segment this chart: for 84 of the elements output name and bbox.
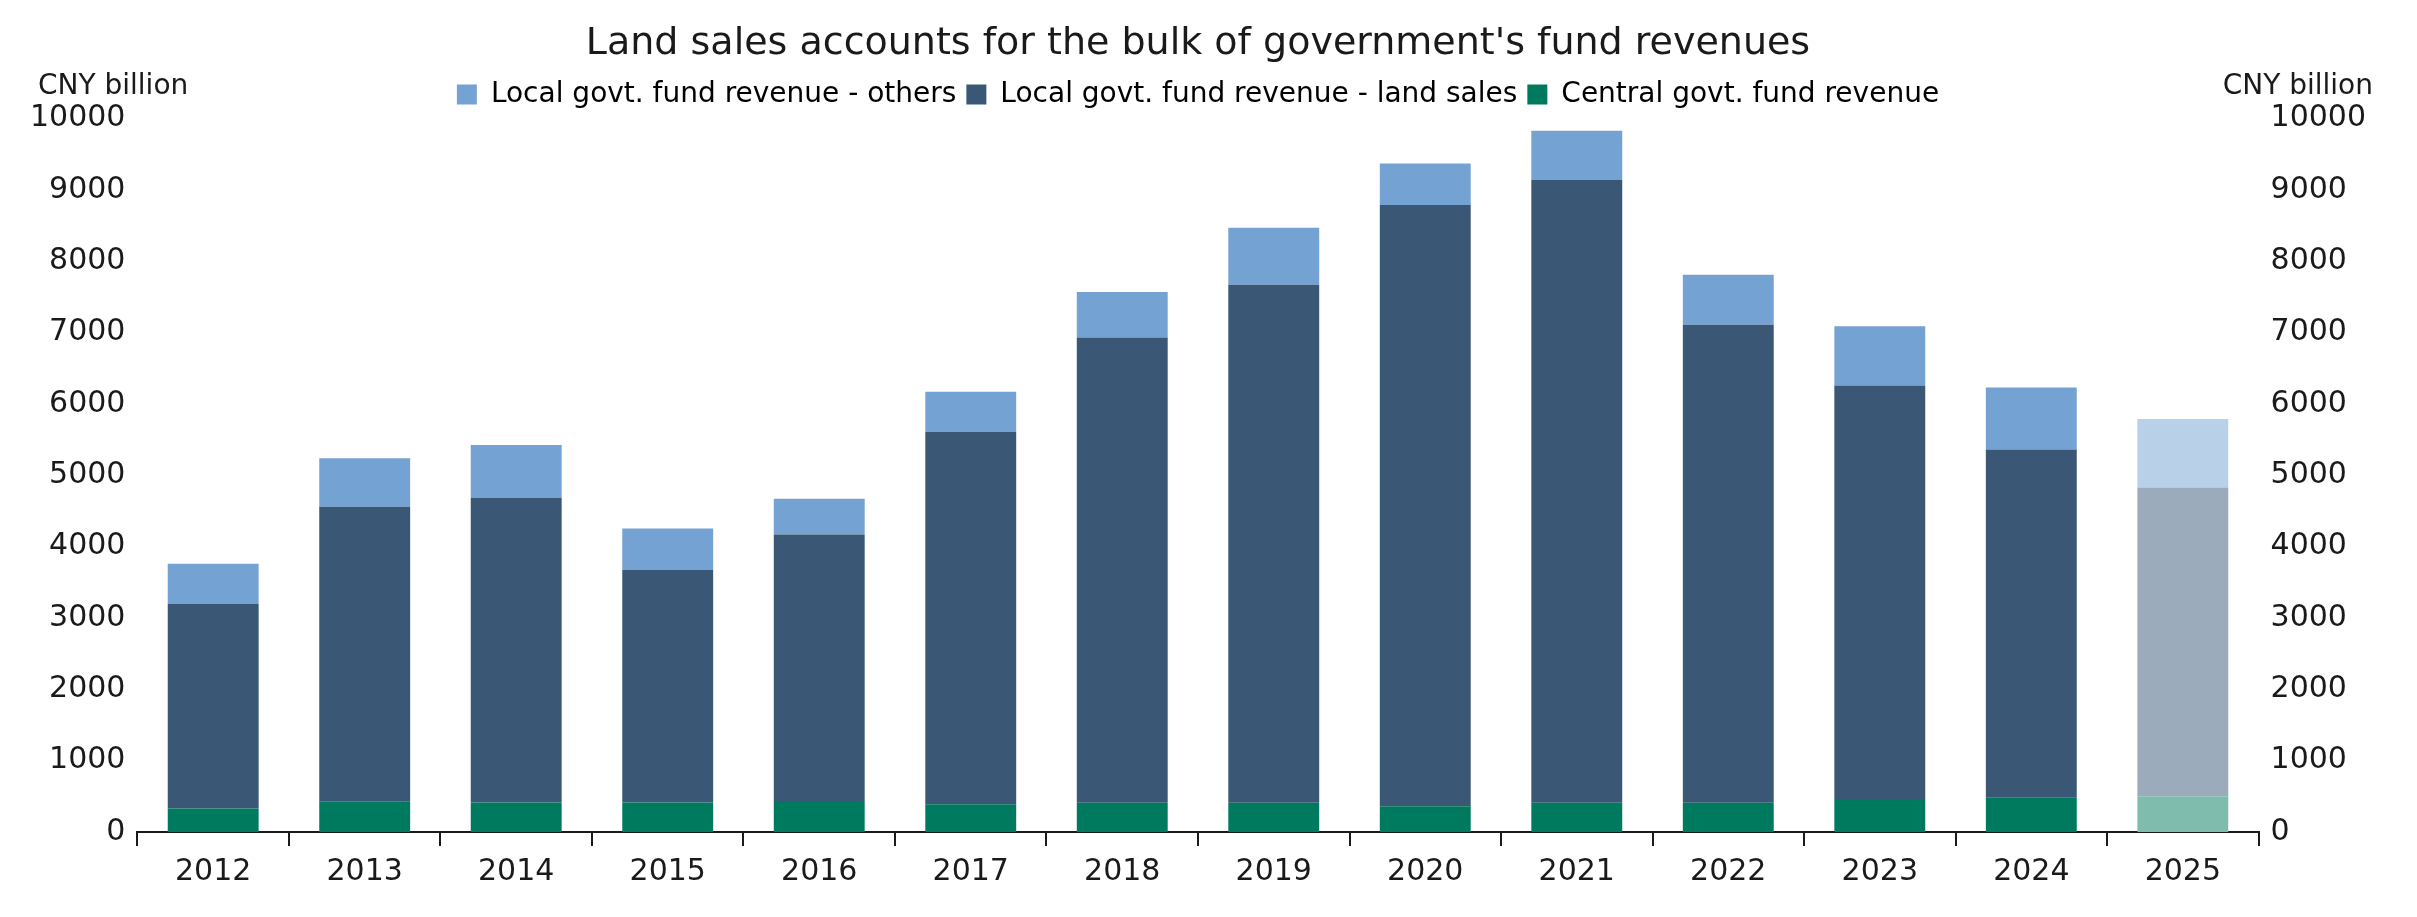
bar <box>2137 418 2229 488</box>
x-tick-label: 2025 <box>2144 851 2221 887</box>
bar <box>1682 324 1774 803</box>
y-tick-label: 9000 <box>49 169 126 205</box>
bar <box>925 391 1017 432</box>
x-tick-label: 2019 <box>1235 851 1312 887</box>
x-tick-label: 2018 <box>1084 851 1161 887</box>
y-tick-label: 2000 <box>49 669 126 705</box>
bar <box>167 563 259 604</box>
bar <box>622 802 714 832</box>
legend-label: Local govt. fund revenue - land sales <box>1000 75 1518 109</box>
bar <box>1682 802 1774 832</box>
x-tick-label: 2022 <box>1690 851 1767 887</box>
bar <box>1985 797 2077 832</box>
y-tick-label: 8000 <box>49 241 126 277</box>
x-tick-label: 2012 <box>175 851 252 887</box>
bar <box>1379 163 1471 205</box>
bar <box>1834 385 1926 800</box>
y2-tick-label: 5000 <box>2270 455 2347 491</box>
y-tick-label: 0 <box>106 811 126 847</box>
y-tick-label: 10000 <box>30 98 126 134</box>
y2-tick-label: 7000 <box>2270 312 2347 348</box>
bar <box>1076 802 1168 832</box>
bar <box>1531 179 1623 803</box>
bar <box>470 444 562 498</box>
bar <box>1228 227 1320 285</box>
legend-label: Local govt. fund revenue - others <box>490 75 957 109</box>
chart-title: Land sales accounts for the bulk of government's fund revenues <box>585 18 1811 63</box>
bar <box>470 802 562 832</box>
y2-tick-label: 3000 <box>2270 597 2347 633</box>
y2-tick-label: 4000 <box>2270 526 2347 562</box>
y-tick-label: 3000 <box>49 597 126 633</box>
bar <box>2137 487 2229 797</box>
y-tick-label: 1000 <box>49 740 126 776</box>
y2-tick-label: 1000 <box>2270 740 2347 776</box>
bar <box>470 497 562 803</box>
bar <box>773 498 865 535</box>
bar <box>1379 806 1471 832</box>
bar <box>167 808 259 832</box>
bar <box>1228 284 1320 803</box>
y2-tick-label: 9000 <box>2270 169 2347 205</box>
bar <box>773 534 865 803</box>
y-tick-label: 5000 <box>49 455 126 491</box>
bar <box>319 506 411 802</box>
bar <box>1985 387 2077 450</box>
x-tick-label: 2016 <box>781 851 858 887</box>
bar <box>2137 796 2229 832</box>
bar <box>1834 799 1926 832</box>
x-tick-label: 2013 <box>326 851 403 887</box>
y2-tick-label: 8000 <box>2270 241 2347 277</box>
y2-tick-label: 2000 <box>2270 669 2347 705</box>
y-tick-label: 6000 <box>49 383 126 419</box>
legend-label: Central govt. fund revenue <box>1561 75 1940 109</box>
y2-tick-label: 6000 <box>2270 383 2347 419</box>
y-tick-label: 4000 <box>49 526 126 562</box>
bar <box>925 804 1017 832</box>
y-tick-label: 7000 <box>49 312 126 348</box>
bar <box>925 431 1017 805</box>
bar <box>1531 802 1623 832</box>
x-tick-label: 2017 <box>932 851 1009 887</box>
bar <box>319 801 411 832</box>
bar <box>1076 291 1168 338</box>
bar <box>167 603 259 809</box>
y2-axis-title: CNY billion <box>2222 67 2373 101</box>
x-tick-label: 2021 <box>1538 851 1615 887</box>
x-tick-label: 2014 <box>478 851 555 887</box>
bar <box>773 802 865 832</box>
bar <box>1531 130 1623 180</box>
y-axis-title: CNY billion <box>38 67 189 101</box>
y2-tick-label: 0 <box>2270 811 2290 847</box>
bar <box>622 528 714 570</box>
x-tick-label: 2024 <box>1993 851 2070 887</box>
x-tick-label: 2020 <box>1387 851 1464 887</box>
bar <box>1682 274 1774 325</box>
bar <box>622 569 714 803</box>
x-tick-label: 2023 <box>1841 851 1918 887</box>
bar <box>1076 337 1168 803</box>
bar <box>1985 449 2077 798</box>
y2-tick-label: 10000 <box>2270 98 2366 134</box>
bar <box>319 458 411 507</box>
bar <box>1228 802 1320 832</box>
bar <box>1379 204 1471 807</box>
bar <box>1834 326 1926 386</box>
x-tick-label: 2015 <box>629 851 706 887</box>
